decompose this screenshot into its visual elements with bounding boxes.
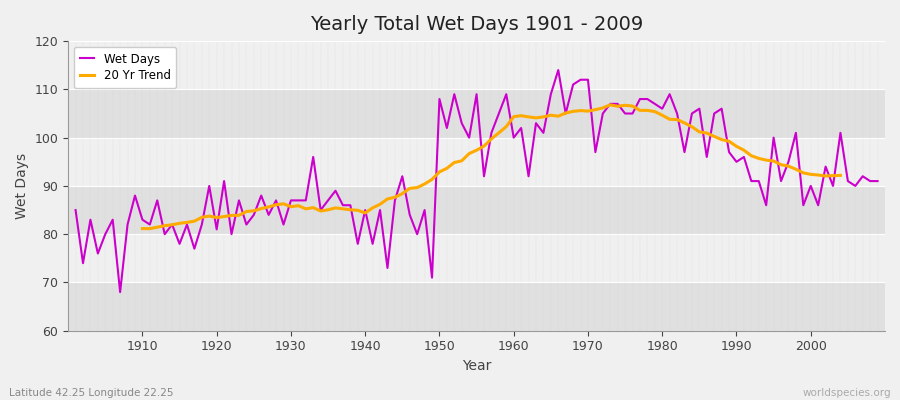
Text: worldspecies.org: worldspecies.org xyxy=(803,388,891,398)
20 Yr Trend xyxy=(642,108,652,113)
20 Yr Trend xyxy=(627,104,638,108)
Bar xyxy=(68,138,885,186)
Text: Latitude 42.25 Longitude 22.25: Latitude 42.25 Longitude 22.25 xyxy=(9,388,174,398)
X-axis label: Year: Year xyxy=(462,359,491,373)
Bar xyxy=(68,282,885,331)
Wet Days xyxy=(553,68,563,72)
20 Yr Trend xyxy=(671,117,682,122)
Wet Days xyxy=(137,217,148,222)
Wet Days xyxy=(872,179,883,184)
Bar xyxy=(68,89,885,138)
20 Yr Trend xyxy=(137,226,148,231)
Bar xyxy=(68,41,885,89)
Line: 20 Yr Trend: 20 Yr Trend xyxy=(142,105,841,229)
Wet Days xyxy=(114,290,125,294)
Wet Days xyxy=(70,208,81,212)
20 Yr Trend xyxy=(835,173,846,178)
20 Yr Trend xyxy=(605,102,616,107)
20 Yr Trend xyxy=(664,117,675,122)
Wet Days xyxy=(612,102,623,106)
20 Yr Trend xyxy=(144,226,155,231)
Y-axis label: Wet Days: Wet Days xyxy=(15,153,29,219)
Title: Yearly Total Wet Days 1901 - 2009: Yearly Total Wet Days 1901 - 2009 xyxy=(310,15,644,34)
Wet Days xyxy=(301,198,311,203)
Wet Days xyxy=(516,126,526,130)
Wet Days xyxy=(508,135,519,140)
Bar xyxy=(68,186,885,234)
Bar xyxy=(68,234,885,282)
Wet Days xyxy=(345,203,356,208)
Legend: Wet Days, 20 Yr Trend: Wet Days, 20 Yr Trend xyxy=(74,47,176,88)
Line: Wet Days: Wet Days xyxy=(76,70,878,292)
20 Yr Trend xyxy=(271,202,282,207)
20 Yr Trend xyxy=(174,221,184,226)
